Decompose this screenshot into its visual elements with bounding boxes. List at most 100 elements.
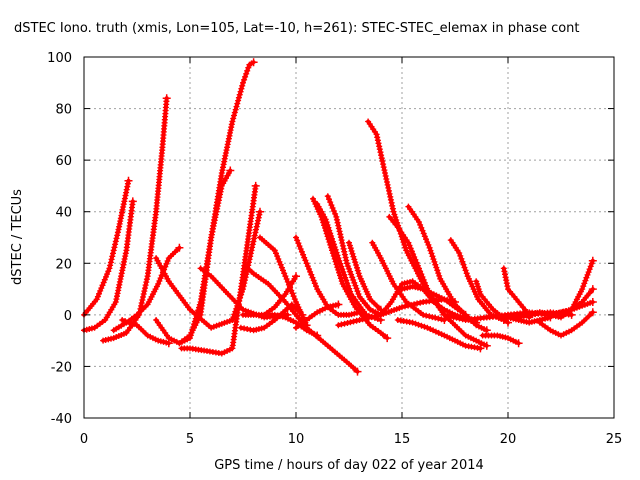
plus-marker <box>349 250 356 257</box>
plus-marker <box>362 315 369 322</box>
plus-marker <box>335 225 342 232</box>
plus-marker <box>457 252 464 259</box>
plus-marker <box>327 199 334 206</box>
plus-marker <box>240 306 246 313</box>
plus-marker <box>230 115 237 122</box>
plus-marker <box>285 315 291 322</box>
plus-marker <box>99 282 106 289</box>
x-tick-label: 15 <box>394 432 411 447</box>
plus-marker <box>275 256 282 262</box>
plus-marker <box>515 317 522 323</box>
plus-marker <box>324 222 331 228</box>
plus-marker <box>482 326 491 335</box>
plus-marker <box>441 306 448 313</box>
plus-marker <box>444 312 451 319</box>
plus-marker <box>376 146 383 153</box>
plus-marker <box>399 304 405 311</box>
plus-marker <box>164 258 171 264</box>
plus-marker <box>101 276 108 283</box>
plus-marker <box>152 336 159 343</box>
plus-marker <box>344 320 351 326</box>
plus-marker <box>412 320 419 327</box>
plus-marker <box>417 299 424 306</box>
plus-marker <box>587 263 594 270</box>
plus-marker <box>454 338 461 345</box>
plus-marker <box>330 241 337 248</box>
plus-marker <box>365 314 372 321</box>
plus-marker <box>253 223 260 230</box>
plus-marker <box>446 335 453 342</box>
plus-marker <box>456 250 463 256</box>
plus-marker <box>249 58 258 67</box>
plus-marker <box>392 214 399 221</box>
plus-marker <box>393 306 400 313</box>
plus-marker <box>419 274 426 280</box>
plus-marker <box>411 254 418 260</box>
plus-marker <box>175 243 184 252</box>
plus-marker <box>255 217 261 224</box>
x-tick-label: 10 <box>288 432 305 447</box>
plus-marker <box>402 303 408 310</box>
data-series <box>119 317 173 348</box>
plus-marker <box>249 244 256 251</box>
plus-marker <box>251 181 260 190</box>
plus-marker <box>476 344 485 353</box>
plus-marker <box>277 313 284 320</box>
plus-marker <box>336 228 343 235</box>
plus-marker <box>345 282 352 289</box>
plus-marker <box>344 263 351 270</box>
x-axis-title: GPS time / hours of day 022 of year 2014 <box>214 458 484 473</box>
plus-marker <box>405 302 412 309</box>
data-series <box>515 285 597 318</box>
plus-marker <box>335 266 342 273</box>
plus-marker <box>229 317 236 323</box>
plus-marker <box>380 164 387 171</box>
plus-marker <box>297 246 304 252</box>
plus-marker <box>418 224 425 231</box>
plus-marker <box>273 250 279 257</box>
plus-marker <box>347 288 354 295</box>
plus-marker <box>588 298 597 306</box>
plus-marker <box>351 310 358 317</box>
plus-marker <box>282 273 289 280</box>
plus-marker <box>355 270 362 277</box>
plus-marker <box>438 331 445 338</box>
plus-marker <box>244 326 251 332</box>
plus-marker <box>329 235 335 242</box>
plus-marker <box>429 253 436 260</box>
plus-marker <box>307 268 314 275</box>
plus-marker <box>420 276 427 283</box>
plus-marker <box>418 271 425 278</box>
plus-marker <box>323 219 330 226</box>
plus-marker <box>523 318 530 325</box>
plus-marker <box>276 258 283 265</box>
plus-marker <box>482 341 491 350</box>
plot-frame <box>83 56 615 419</box>
data-series <box>346 239 385 314</box>
plus-marker <box>351 279 358 286</box>
plus-marker <box>408 301 415 308</box>
plus-marker <box>539 316 546 323</box>
y-tick-label: 40 <box>55 206 72 221</box>
plus-marker <box>138 300 145 306</box>
plus-marker <box>347 245 354 252</box>
plus-marker <box>339 266 346 273</box>
plus-marker <box>580 283 587 290</box>
y-axis-title: dSTEC / TECUs <box>10 189 25 285</box>
plus-marker <box>140 294 146 300</box>
plus-marker <box>94 293 101 300</box>
plus-marker <box>287 284 294 291</box>
plus-marker <box>109 253 116 260</box>
plus-marker <box>352 259 359 266</box>
plus-marker <box>238 85 245 92</box>
plus-marker <box>347 268 354 275</box>
plus-marker <box>112 238 119 245</box>
plus-marker <box>473 337 480 344</box>
plus-marker <box>348 248 355 254</box>
plus-marker <box>163 260 170 267</box>
plus-marker <box>236 91 243 98</box>
plus-marker <box>144 332 151 339</box>
plus-marker <box>285 281 292 288</box>
plus-marker <box>404 284 411 291</box>
y-tick-label: 60 <box>55 154 72 169</box>
